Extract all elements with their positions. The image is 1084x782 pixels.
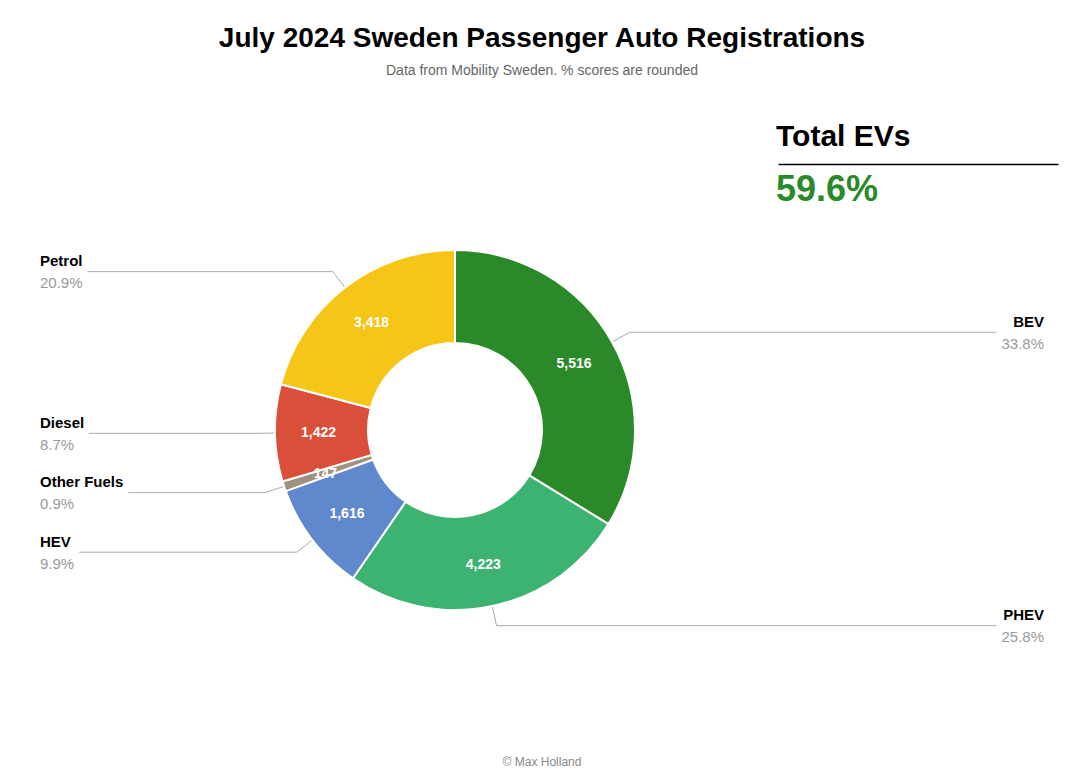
svg-text:July 2024 Sweden Passenger Aut: July 2024 Sweden Passenger Auto Registra… [219,22,865,53]
svg-text:HEV: HEV [40,533,71,550]
svg-text:Other Fuels: Other Fuels [40,473,123,490]
svg-text:Data from Mobility Sweden. % s: Data from Mobility Sweden. % scores are … [386,62,698,78]
svg-text:0.9%: 0.9% [40,495,74,512]
svg-text:9.9%: 9.9% [40,555,74,572]
svg-text:4,223: 4,223 [466,556,501,572]
svg-text:© Max Holland: © Max Holland [503,755,582,769]
svg-text:Diesel: Diesel [40,414,84,431]
svg-text:59.6%: 59.6% [776,168,878,209]
svg-text:33.8%: 33.8% [1001,335,1044,352]
svg-text:1,422: 1,422 [301,424,336,440]
svg-text:3,418: 3,418 [354,314,389,330]
svg-text:5,516: 5,516 [557,355,592,371]
svg-text:1,616: 1,616 [329,505,364,521]
svg-text:20.9%: 20.9% [40,274,83,291]
svg-text:Petrol: Petrol [40,252,83,269]
svg-text:8.7%: 8.7% [40,436,74,453]
svg-text:Total EVs: Total EVs [776,119,910,152]
svg-text:25.8%: 25.8% [1001,628,1044,645]
svg-text:147: 147 [314,465,338,481]
svg-text:BEV: BEV [1013,313,1044,330]
svg-text:PHEV: PHEV [1003,606,1044,623]
